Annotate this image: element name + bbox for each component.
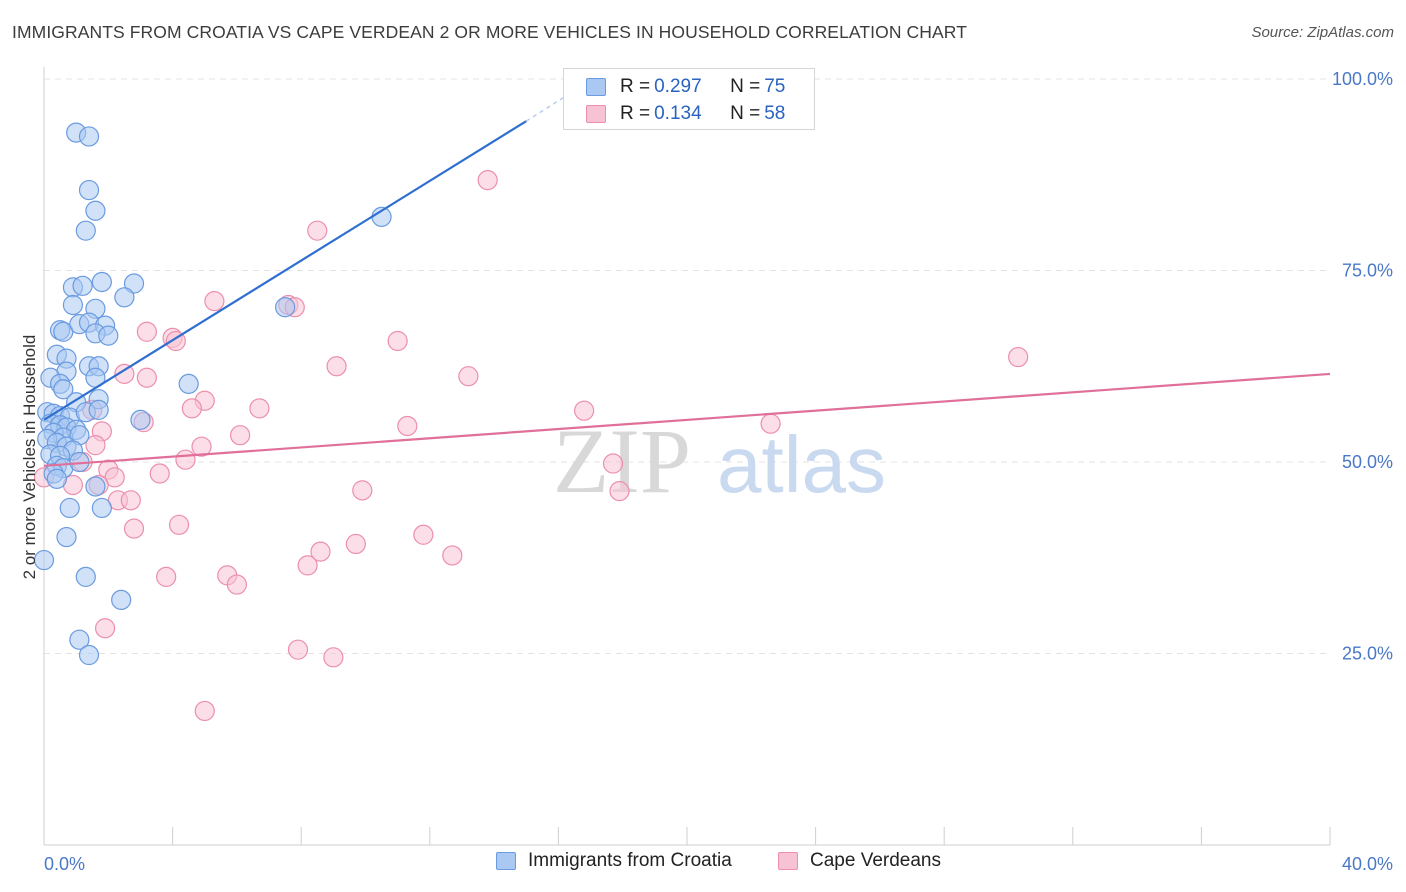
y-tick-label: 75.0% — [1342, 261, 1393, 281]
croatia-point — [53, 379, 74, 400]
trend-line-cape-verdeans — [43, 372, 1331, 467]
legend-swatch-croatia — [586, 78, 606, 96]
croatia-point — [72, 275, 93, 296]
legend-r-label: R = — [620, 76, 651, 97]
croatia-point — [75, 220, 96, 241]
cape-verdean-point — [168, 514, 190, 535]
cape-verdean-point — [181, 398, 202, 419]
tick-labels: 100.0% 75.0% 50.0% 25.0% 0.0% 40.0% — [44, 69, 1393, 874]
cape-verdean-point — [230, 425, 251, 446]
legend-row-cape-verdeans: R = 0.134 N = 58 — [586, 102, 785, 126]
cape-verdean-point — [326, 356, 347, 377]
cape-verdean-point — [1008, 346, 1029, 368]
legend-r-value-croatia: 0.297 — [654, 76, 702, 97]
legend-n-value-croatia: 75 — [764, 76, 786, 97]
cape-verdean-point — [123, 518, 145, 539]
croatia-point — [85, 200, 106, 221]
bottom-legend-swatch-croatia — [496, 852, 516, 870]
cape-verdean-point — [323, 647, 344, 668]
gridlines — [44, 78, 1330, 654]
bottom-legend: Immigrants from Croatia Cape Verdeans — [0, 850, 1406, 878]
bottom-legend-croatia: Immigrants from Croatia — [496, 850, 732, 872]
cape-verdean-point — [136, 321, 157, 342]
croatia-point — [114, 287, 135, 308]
cape-verdean-point — [114, 363, 135, 385]
bottom-legend-label-croatia: Immigrants from Croatia — [528, 850, 732, 871]
legend-r-value-cape-verdeans: 0.134 — [654, 103, 702, 124]
cape-verdean-point — [287, 639, 309, 660]
cape-verdean-point — [297, 555, 318, 576]
croatia-point — [88, 399, 109, 421]
legend-n-label: N = — [730, 76, 761, 97]
legend-r-label: R = — [620, 103, 651, 124]
cape-verdean-point — [602, 453, 624, 474]
cape-verdean-point — [120, 490, 141, 511]
cape-verdean-point — [387, 330, 408, 352]
croatia-point — [33, 549, 55, 571]
cape-verdean-point — [477, 170, 498, 191]
bottom-legend-cape-verdeans: Cape Verdeans — [778, 850, 941, 872]
cape-verdean-point — [226, 574, 247, 595]
croatia-point — [46, 468, 67, 489]
y-tick-label: 100.0% — [1332, 69, 1393, 89]
cape-verdean-point — [442, 545, 463, 566]
bottom-legend-swatch-cape-verdeans — [778, 852, 798, 870]
cape-verdean-point — [760, 413, 781, 434]
croatia-point — [178, 373, 199, 394]
cape-verdean-point — [175, 449, 196, 470]
legend-row-croatia: R = 0.297 N = 75 — [586, 75, 785, 99]
croatia-point — [69, 629, 90, 650]
croatia-point — [62, 294, 84, 316]
cape-verdean-point — [352, 480, 373, 501]
cape-verdean-point — [609, 481, 630, 502]
x-tick-label: 0.0% — [44, 854, 85, 874]
trend-lines — [43, 79, 1331, 467]
watermark-atlas: atlas — [717, 420, 886, 509]
bottom-legend-label-cape-verdeans: Cape Verdeans — [810, 850, 941, 871]
legend-n-value-cape-verdeans: 58 — [764, 103, 786, 124]
croatia-point — [130, 409, 151, 430]
data-points — [33, 122, 1029, 722]
x-tick-label: 40.0% — [1342, 854, 1393, 874]
croatia-point — [91, 497, 112, 519]
croatia-point — [111, 589, 132, 610]
cape-verdean-point — [345, 533, 366, 555]
legend-swatch-cape-verdeans — [586, 105, 606, 123]
cape-verdean-point — [194, 700, 215, 722]
source-credit: Source: ZipAtlas.com — [1251, 24, 1394, 41]
cape-verdean-point — [458, 366, 479, 387]
croatia-point — [56, 526, 77, 548]
cape-verdean-point — [149, 463, 170, 484]
cape-verdean-point — [413, 524, 434, 545]
y-tick-label: 25.0% — [1342, 644, 1393, 664]
cape-verdean-point — [249, 398, 270, 419]
legend-n-label: N = — [730, 103, 761, 124]
cape-verdean-point — [204, 291, 225, 312]
croatia-point — [59, 497, 80, 519]
croatia-point — [78, 644, 100, 666]
croatia-point — [75, 566, 96, 588]
croatia-point — [275, 297, 296, 318]
cape-verdean-point — [574, 400, 595, 421]
croatia-point — [78, 179, 100, 201]
cape-verdean-point — [307, 220, 328, 241]
croatia-point — [91, 271, 112, 293]
y-axis-label: 2 or more Vehicles in Household — [20, 335, 39, 580]
cape-verdean-point — [136, 367, 157, 388]
cape-verdean-point — [310, 541, 331, 562]
cape-verdean-point — [191, 436, 212, 457]
cape-verdean-point — [94, 618, 116, 639]
croatia-point — [78, 126, 100, 147]
y-tick-label: 50.0% — [1342, 452, 1393, 472]
chart-title: IMMIGRANTS FROM CROATIA VS CAPE VERDEAN … — [12, 22, 968, 42]
cape-verdean-point — [156, 566, 177, 588]
croatia-point — [123, 273, 145, 294]
croatia-point — [98, 325, 119, 346]
cape-verdean-point — [397, 415, 418, 437]
legend: R = 0.297 N = 75 R = 0.134 N = 58 — [563, 68, 815, 130]
croatia-point — [85, 476, 106, 497]
trend-line-croatia — [43, 120, 527, 421]
cape-verdean-point — [85, 435, 106, 456]
